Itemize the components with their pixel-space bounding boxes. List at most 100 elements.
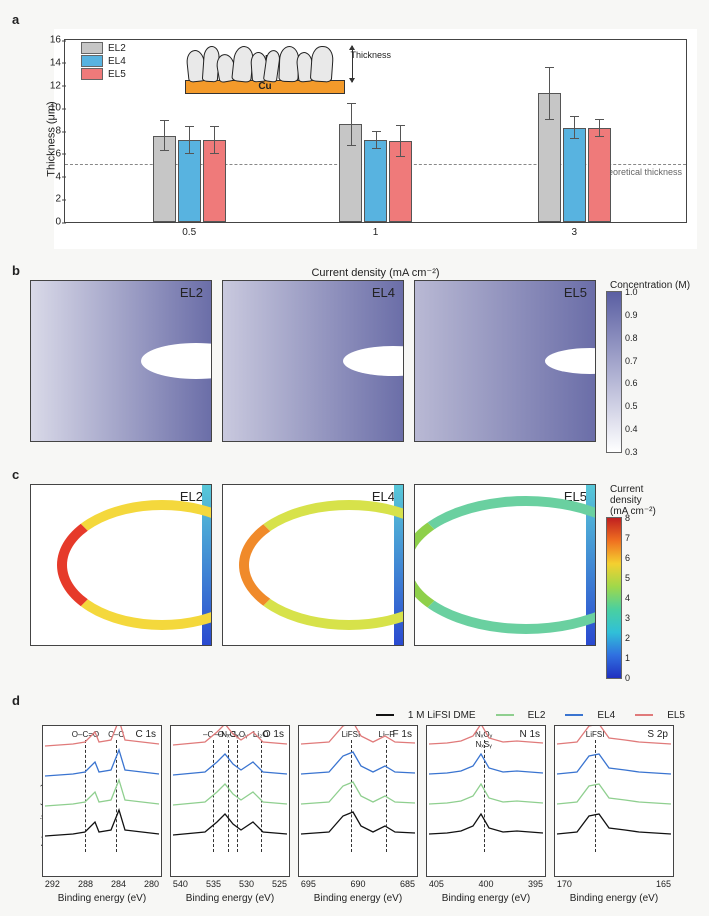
colorbar-tick: 0 xyxy=(625,673,630,683)
x-tick: 525 xyxy=(272,879,287,889)
legend-label: 1 M LiFSI DME xyxy=(408,710,476,721)
xps-n1s: N 1sNₓOᵧNₓSᵧ405400395 xyxy=(426,725,546,877)
x-tick: 695 xyxy=(301,879,316,889)
colorbar-tick: 7 xyxy=(625,533,630,543)
error-bar xyxy=(189,126,190,153)
colorbar-tick: 2 xyxy=(625,633,630,643)
x-tick: 292 xyxy=(45,879,60,889)
colorbar-tick: 1 xyxy=(625,653,630,663)
panel-c-label: c xyxy=(12,467,697,482)
colorbar-tick: 6 xyxy=(625,553,630,563)
dendrite-ring xyxy=(239,500,404,630)
panel-c: c EL2EL4EL5Current density (mA cm⁻²)8765… xyxy=(12,467,697,679)
legend-item: EL5 xyxy=(625,710,685,721)
dendrite-ellipse xyxy=(545,348,596,374)
colorbar-wrap: Concentration (M)1.00.90.80.70.60.50.40.… xyxy=(606,280,690,453)
colorbar: 1.00.90.80.70.60.50.40.3 xyxy=(606,291,622,453)
legend-item: EL5 xyxy=(81,68,126,80)
colorbar-tick: 0.6 xyxy=(625,378,638,388)
xps-s2p: S 2pLiFSI170165 xyxy=(554,725,674,877)
xps-f1s: F 1sLiFSILi–F695690685 xyxy=(298,725,418,877)
xps-spectra-row: C 1sO–C=OC–C292288284280Binding energy (… xyxy=(42,725,697,904)
trace xyxy=(301,782,415,804)
map-label: EL5 xyxy=(564,285,587,300)
dendrite-ring xyxy=(414,496,596,634)
error-bar xyxy=(400,125,401,157)
legend-swatch xyxy=(81,42,103,54)
legend-label: EL4 xyxy=(597,710,615,721)
y-tick: 8 xyxy=(37,126,61,137)
legend-label: EL2 xyxy=(528,710,546,721)
legend-swatch xyxy=(81,55,103,67)
legend-item: EL2 xyxy=(486,710,546,721)
colorbar-tick: 0.5 xyxy=(625,401,638,411)
xps-x-label: Binding energy (eV) xyxy=(554,893,674,904)
y-tick: 12 xyxy=(37,80,61,91)
trace xyxy=(429,784,543,804)
legend-swatch xyxy=(81,68,103,80)
map-label: EL2 xyxy=(180,285,203,300)
x-tick: 690 xyxy=(350,879,365,889)
panel-d-label: d xyxy=(12,693,697,708)
x-tick: 535 xyxy=(206,879,221,889)
x-tick: 395 xyxy=(528,879,543,889)
legend-line xyxy=(635,714,653,716)
colorbar-tick: 5 xyxy=(625,573,630,583)
current-map-el5: EL5 xyxy=(414,484,596,646)
xps-panel: N 1sNₓOᵧNₓSᵧ405400395 Binding energy (eV) xyxy=(426,725,546,904)
x-tick: 288 xyxy=(78,879,93,889)
concentration-map-el4: EL4 xyxy=(222,280,404,442)
colorbar-tick: 3 xyxy=(625,613,630,623)
legend-label: EL5 xyxy=(108,69,126,80)
li-cu-inset: Cu Li Thickness xyxy=(185,46,345,94)
xps-x-label: Binding energy (eV) xyxy=(426,893,546,904)
panel-d: d 1 M LiFSI DMEEL2EL4EL5 Intensity (a.u.… xyxy=(12,693,697,904)
x-tick: 405 xyxy=(429,879,444,889)
x-tick: 170 xyxy=(557,879,572,889)
colorbar-title: Concentration (M) xyxy=(610,280,690,291)
spectra-svg xyxy=(427,726,545,876)
colorbar-title: Current density (mA cm⁻²) xyxy=(610,484,656,517)
spectra-svg xyxy=(171,726,289,876)
trace xyxy=(557,754,671,774)
y-tick: 6 xyxy=(37,148,61,159)
x-tick: 540 xyxy=(173,879,188,889)
error-bar xyxy=(376,131,377,149)
legend-item: EL4 xyxy=(81,55,126,67)
spectra-svg xyxy=(299,726,417,876)
spectra-svg xyxy=(43,726,161,876)
bar-el5 xyxy=(588,128,611,222)
x-tick: 400 xyxy=(478,879,493,889)
colorbar: 876543210 xyxy=(606,517,622,679)
panel-b: b EL2 EL4 EL5 Concentration (M)1.00.90.80.7… xyxy=(12,263,697,453)
colorbar-tick: 0.8 xyxy=(625,333,638,343)
trace xyxy=(429,814,543,834)
li-deposit xyxy=(310,45,334,82)
trace xyxy=(429,726,543,744)
colorbar-tick: 0.9 xyxy=(625,310,638,320)
legend-label: EL2 xyxy=(108,43,126,54)
legend-line xyxy=(565,714,583,716)
concentration-map-el5: EL5 xyxy=(414,280,596,442)
trace xyxy=(45,810,159,836)
y-tick: 2 xyxy=(37,194,61,205)
xps-x-label: Binding energy (eV) xyxy=(170,893,290,904)
y-tick: 0 xyxy=(37,217,61,228)
xps-x-label: Binding energy (eV) xyxy=(42,893,162,904)
panel-b-label: b xyxy=(12,263,697,278)
trace xyxy=(173,726,287,745)
cu-substrate: Cu xyxy=(185,80,345,94)
trace xyxy=(45,750,159,776)
legend-line xyxy=(496,714,514,716)
xps-panel: O 1s–C–O–NₓOᵧ–SₓOᵧLi₂O540535530525Bindin… xyxy=(170,725,290,904)
colorbar-tick: 1.0 xyxy=(625,287,638,297)
bar-el4 xyxy=(563,128,586,222)
trace xyxy=(173,814,287,835)
current-map-el2: EL2 xyxy=(30,484,212,646)
x-tick: 3 xyxy=(571,227,577,238)
error-bar xyxy=(351,103,352,146)
trace xyxy=(301,812,415,834)
y-tick: 14 xyxy=(37,57,61,68)
colorbar-wrap: Current density (mA cm⁻²)876543210 xyxy=(606,484,656,679)
xps-panel: C 1sO–C=OC–C292288284280Binding energy (… xyxy=(42,725,162,904)
